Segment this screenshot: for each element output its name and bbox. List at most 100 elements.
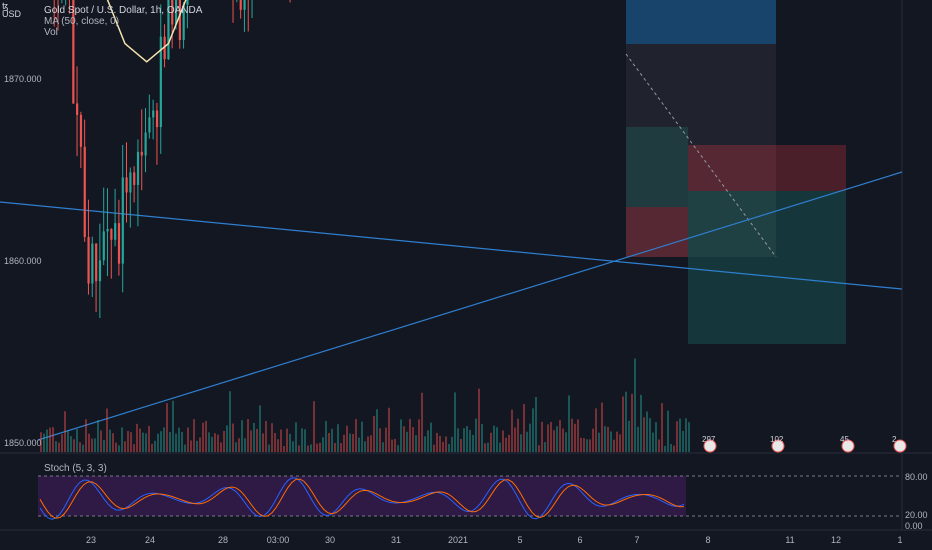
volume-bar [310, 444, 312, 452]
volume-bar [559, 420, 561, 452]
ma-legend[interactable]: MA (50, close, 0) [44, 16, 120, 27]
volume-bar [322, 437, 324, 452]
event-badge-icon [703, 439, 717, 453]
volume-bar [358, 437, 360, 452]
volume-bar [277, 439, 279, 452]
volume-bar [424, 436, 426, 452]
time-tick-label: 31 [390, 535, 402, 545]
position-target-zone [626, 0, 776, 44]
short-stop-zone [688, 145, 846, 191]
volume-bar [97, 420, 99, 452]
volume-bar [616, 431, 618, 452]
short-target-zone [688, 191, 846, 344]
event-badge-count[interactable]: 45 [840, 435, 849, 444]
volume-bar [601, 402, 603, 452]
volume-bar [436, 432, 438, 452]
volume-bar [421, 392, 423, 452]
candle-body [110, 228, 113, 240]
volume-bar [376, 409, 378, 452]
candle-body [136, 151, 140, 185]
volume-bar [124, 441, 126, 452]
volume-bar [400, 419, 402, 452]
candle-body [171, 0, 174, 25]
volume-bar [232, 423, 234, 452]
volume-bar [61, 434, 63, 452]
volume-bar [94, 438, 96, 452]
volume-bar [412, 427, 414, 452]
event-badge-count[interactable]: 297 [702, 435, 716, 444]
volume-bar [463, 428, 465, 452]
volume-bar [250, 430, 252, 452]
volume-bar [394, 438, 396, 452]
volume-bar [172, 400, 174, 452]
volume-bar [91, 438, 93, 452]
candle-body [83, 146, 86, 238]
volume-bar [631, 393, 633, 452]
stoch-tick-label: 20.00 [905, 510, 928, 520]
volume-bar [535, 397, 537, 452]
volume-bar [556, 426, 558, 452]
volume-bar [70, 436, 72, 452]
volume-bar [574, 423, 576, 452]
volume-bar [220, 442, 222, 452]
volume-bar [241, 420, 243, 452]
volume-bar [46, 429, 48, 452]
volume-bar [682, 430, 684, 452]
event-badge-count[interactable]: 102 [770, 435, 784, 444]
volume-bar [517, 418, 519, 452]
volume-bar [460, 439, 462, 452]
volume-bar [448, 444, 450, 452]
volume-bar [313, 401, 315, 452]
volume-bar [40, 432, 42, 452]
stoch-d-line [39, 478, 685, 519]
volume-bar [193, 419, 195, 452]
volume-bar [346, 425, 348, 452]
volume-bar [136, 423, 138, 452]
volume-bar [679, 418, 681, 452]
volume-bar [307, 445, 309, 452]
volume-bar [364, 441, 366, 452]
volume-bar [427, 430, 429, 452]
candle-body [72, 0, 75, 104]
volume-bar [145, 433, 147, 452]
volume-bar [529, 423, 531, 452]
volume-bar [262, 433, 264, 452]
candle-body [133, 172, 136, 185]
volume-bar [214, 433, 216, 452]
volume-bar [352, 433, 354, 452]
volume-bar [112, 433, 114, 452]
volume-bar [409, 418, 411, 452]
volume-bar [58, 442, 60, 452]
candle-body [125, 177, 128, 193]
candle-body [140, 151, 143, 156]
volume-bar [109, 429, 111, 452]
candle-body [174, 0, 178, 25]
volume-bar [508, 434, 510, 452]
volume-bar [385, 427, 387, 452]
volume-bar [274, 433, 276, 452]
volume-bar [562, 428, 564, 452]
volume-bar [475, 418, 477, 452]
volume-bar [331, 428, 333, 452]
volume-bar [619, 434, 621, 452]
candle-body [144, 132, 147, 156]
candle-body [91, 243, 94, 284]
volume-bar [505, 437, 507, 452]
stoch-tick-label: 80.00 [905, 472, 928, 482]
stoch-legend[interactable]: Stoch (5, 3, 3) [44, 463, 107, 474]
volume-bar [604, 426, 606, 452]
vol-legend[interactable]: Vol [44, 27, 58, 38]
volume-bar [73, 439, 75, 452]
event-badge-count[interactable]: 2 [892, 435, 897, 444]
volume-bar [676, 421, 678, 452]
volume-bar [637, 426, 639, 452]
currency-header: ꜩ USD [2, 2, 21, 19]
time-tick-label: 7 [634, 535, 640, 545]
volume-bar [670, 444, 672, 452]
volume-bar [673, 445, 675, 452]
time-tick-label: 2021 [447, 535, 469, 545]
stoch-band [38, 476, 686, 516]
symbol-title[interactable]: Gold Spot / U.S. Dollar, 1h, OANDA [44, 5, 203, 16]
volume-bar [439, 435, 441, 452]
